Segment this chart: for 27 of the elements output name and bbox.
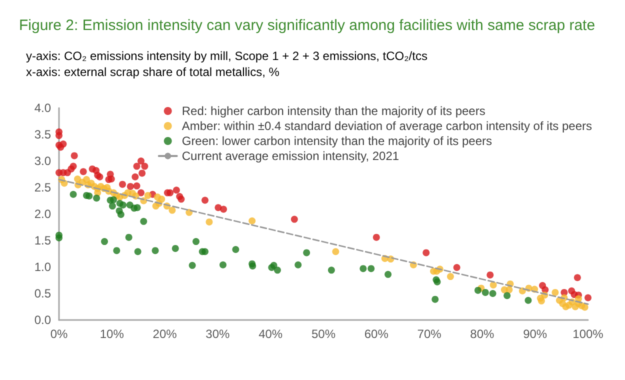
y-tick-label: 1.0: [34, 260, 52, 274]
y-axis-title: y-axis: CO₂ emissions intensity by mill, Scope 1 + 2 + 3 emissions, tCO₂/tcs: [26, 49, 428, 63]
legend-label: Current average emission intensity, 2021: [182, 149, 400, 163]
y-tick-label: 2.5: [34, 180, 52, 194]
y-tick-label: 1.5: [34, 234, 52, 248]
y-tick-label: 3.5: [34, 128, 52, 142]
x-tick-label: 70%: [417, 327, 442, 341]
legend-label: Green: lower carbon intensity than the majority of its peers: [182, 134, 492, 148]
legend-label: Red: higher carbon intensity than the majority of its peers: [182, 104, 486, 118]
x-tick-label: 90%: [523, 327, 548, 341]
x-tick-label: 50%: [311, 327, 336, 341]
x-tick-label: 10%: [100, 327, 124, 341]
chart-title: Figure 2: Emission intensity can vary significantly among facilities with same scrap rate: [19, 17, 596, 34]
y-tick-label: 0.5: [34, 286, 52, 300]
x-tick-label: 80%: [470, 327, 495, 341]
y-tick-label: 2.0: [34, 207, 52, 221]
legend-label: Amber: within ±0.4 standard deviation of average carbon intensity of its peers: [182, 119, 592, 133]
x-tick-label: 30%: [206, 327, 230, 341]
y-tick-label: 4.0: [34, 101, 52, 115]
x-tick-label: 60%: [364, 327, 389, 341]
x-tick-label: 0%: [50, 327, 68, 341]
x-tick-label: 100%: [572, 327, 604, 341]
x-axis-title: x-axis: external scrap share of total metallics, %: [26, 65, 280, 79]
x-tick-label: 40%: [258, 327, 283, 341]
y-tick-label: 0.0: [34, 313, 52, 327]
x-tick-label: 20%: [152, 327, 178, 341]
y-tick-label: 3.0: [34, 154, 52, 168]
